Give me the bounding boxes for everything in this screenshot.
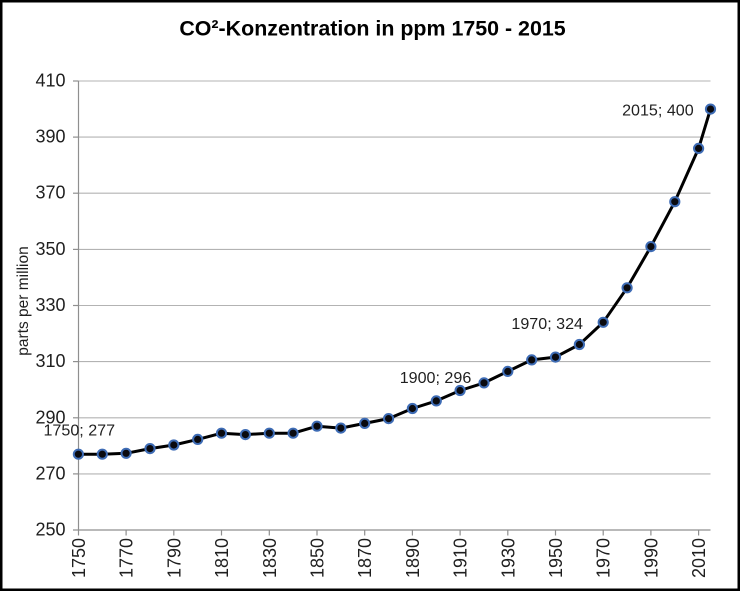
svg-text:1950: 1950 [546, 538, 566, 578]
svg-text:parts per million: parts per million [15, 246, 32, 355]
svg-text:1930: 1930 [498, 538, 518, 578]
svg-text:1810: 1810 [212, 538, 232, 578]
svg-text:1770: 1770 [117, 538, 137, 578]
svg-text:2010: 2010 [689, 538, 709, 578]
svg-text:1990: 1990 [641, 538, 661, 578]
svg-text:1750; 277: 1750; 277 [43, 422, 115, 440]
svg-text:1970; 324: 1970; 324 [511, 315, 583, 333]
svg-text:1790: 1790 [164, 538, 184, 578]
svg-text:310: 310 [35, 351, 65, 371]
svg-text:390: 390 [35, 127, 65, 147]
svg-text:2015; 400: 2015; 400 [622, 101, 694, 119]
svg-text:270: 270 [35, 463, 65, 483]
svg-text:1830: 1830 [260, 538, 280, 578]
svg-text:350: 350 [35, 239, 65, 259]
svg-text:410: 410 [35, 71, 65, 91]
svg-text:290: 290 [35, 407, 65, 427]
svg-text:250: 250 [35, 520, 65, 540]
svg-text:1970: 1970 [594, 538, 614, 578]
svg-text:1750: 1750 [69, 538, 89, 578]
svg-text:370: 370 [35, 183, 65, 203]
svg-text:330: 330 [35, 295, 65, 315]
svg-text:1890: 1890 [403, 538, 423, 578]
svg-text:1850: 1850 [308, 538, 328, 578]
svg-text:1900; 296: 1900; 296 [400, 369, 472, 387]
svg-text:CO²-Konzentration in ppm 1750: CO²-Konzentration in ppm 1750 - 2015 [179, 17, 565, 41]
svg-text:1870: 1870 [355, 538, 375, 578]
svg-text:1910: 1910 [451, 538, 471, 578]
